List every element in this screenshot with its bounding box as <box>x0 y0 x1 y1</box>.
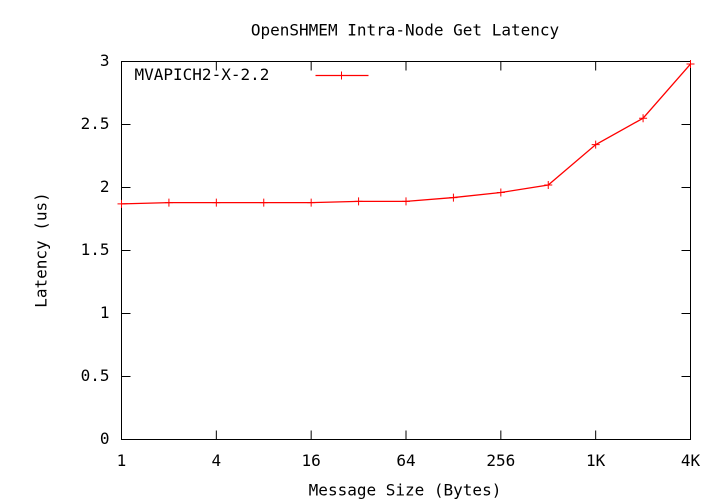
x-tick-label: 16 <box>302 451 321 470</box>
x-tick-label: 256 <box>486 451 515 470</box>
y-tick-label: 2.5 <box>81 114 110 133</box>
y-tick-label: 0 <box>100 429 110 448</box>
point-marker <box>212 198 221 207</box>
x-tick-label: 4 <box>212 451 222 470</box>
point-marker <box>496 188 505 197</box>
point-marker <box>402 197 410 206</box>
point-marker <box>259 198 268 207</box>
point-marker <box>686 60 695 69</box>
y-tick-label: 3 <box>100 51 110 70</box>
x-tick-label: 64 <box>396 451 415 470</box>
x-tick-label: 1 <box>117 451 127 470</box>
series-line <box>121 63 691 205</box>
plot-frame <box>121 61 691 440</box>
point-marker <box>307 198 316 207</box>
point-marker <box>449 193 458 202</box>
point-marker <box>591 140 600 149</box>
x-tick-label: 4K <box>681 451 701 470</box>
y-tick-label: 1 <box>100 303 110 322</box>
y-tick-label: 2 <box>100 177 110 196</box>
y-tick-label: 1.5 <box>81 240 110 259</box>
chart-title: OpenSHMEM Intra-Node Get Latency <box>251 21 560 40</box>
y-axis-label: Latency (us) <box>32 192 51 308</box>
point-marker <box>117 199 126 208</box>
legend-label: MVAPICH2-X-2.2 <box>135 65 270 84</box>
x-tick-label: 1K <box>586 451 606 470</box>
point-marker <box>639 114 648 123</box>
y-tick-label: 0.5 <box>81 366 110 385</box>
x-axis-label: Message Size (Bytes) <box>309 481 502 500</box>
point-marker <box>544 180 553 189</box>
legend-marker <box>337 71 346 80</box>
point-marker <box>354 197 363 206</box>
point-marker <box>164 198 173 207</box>
